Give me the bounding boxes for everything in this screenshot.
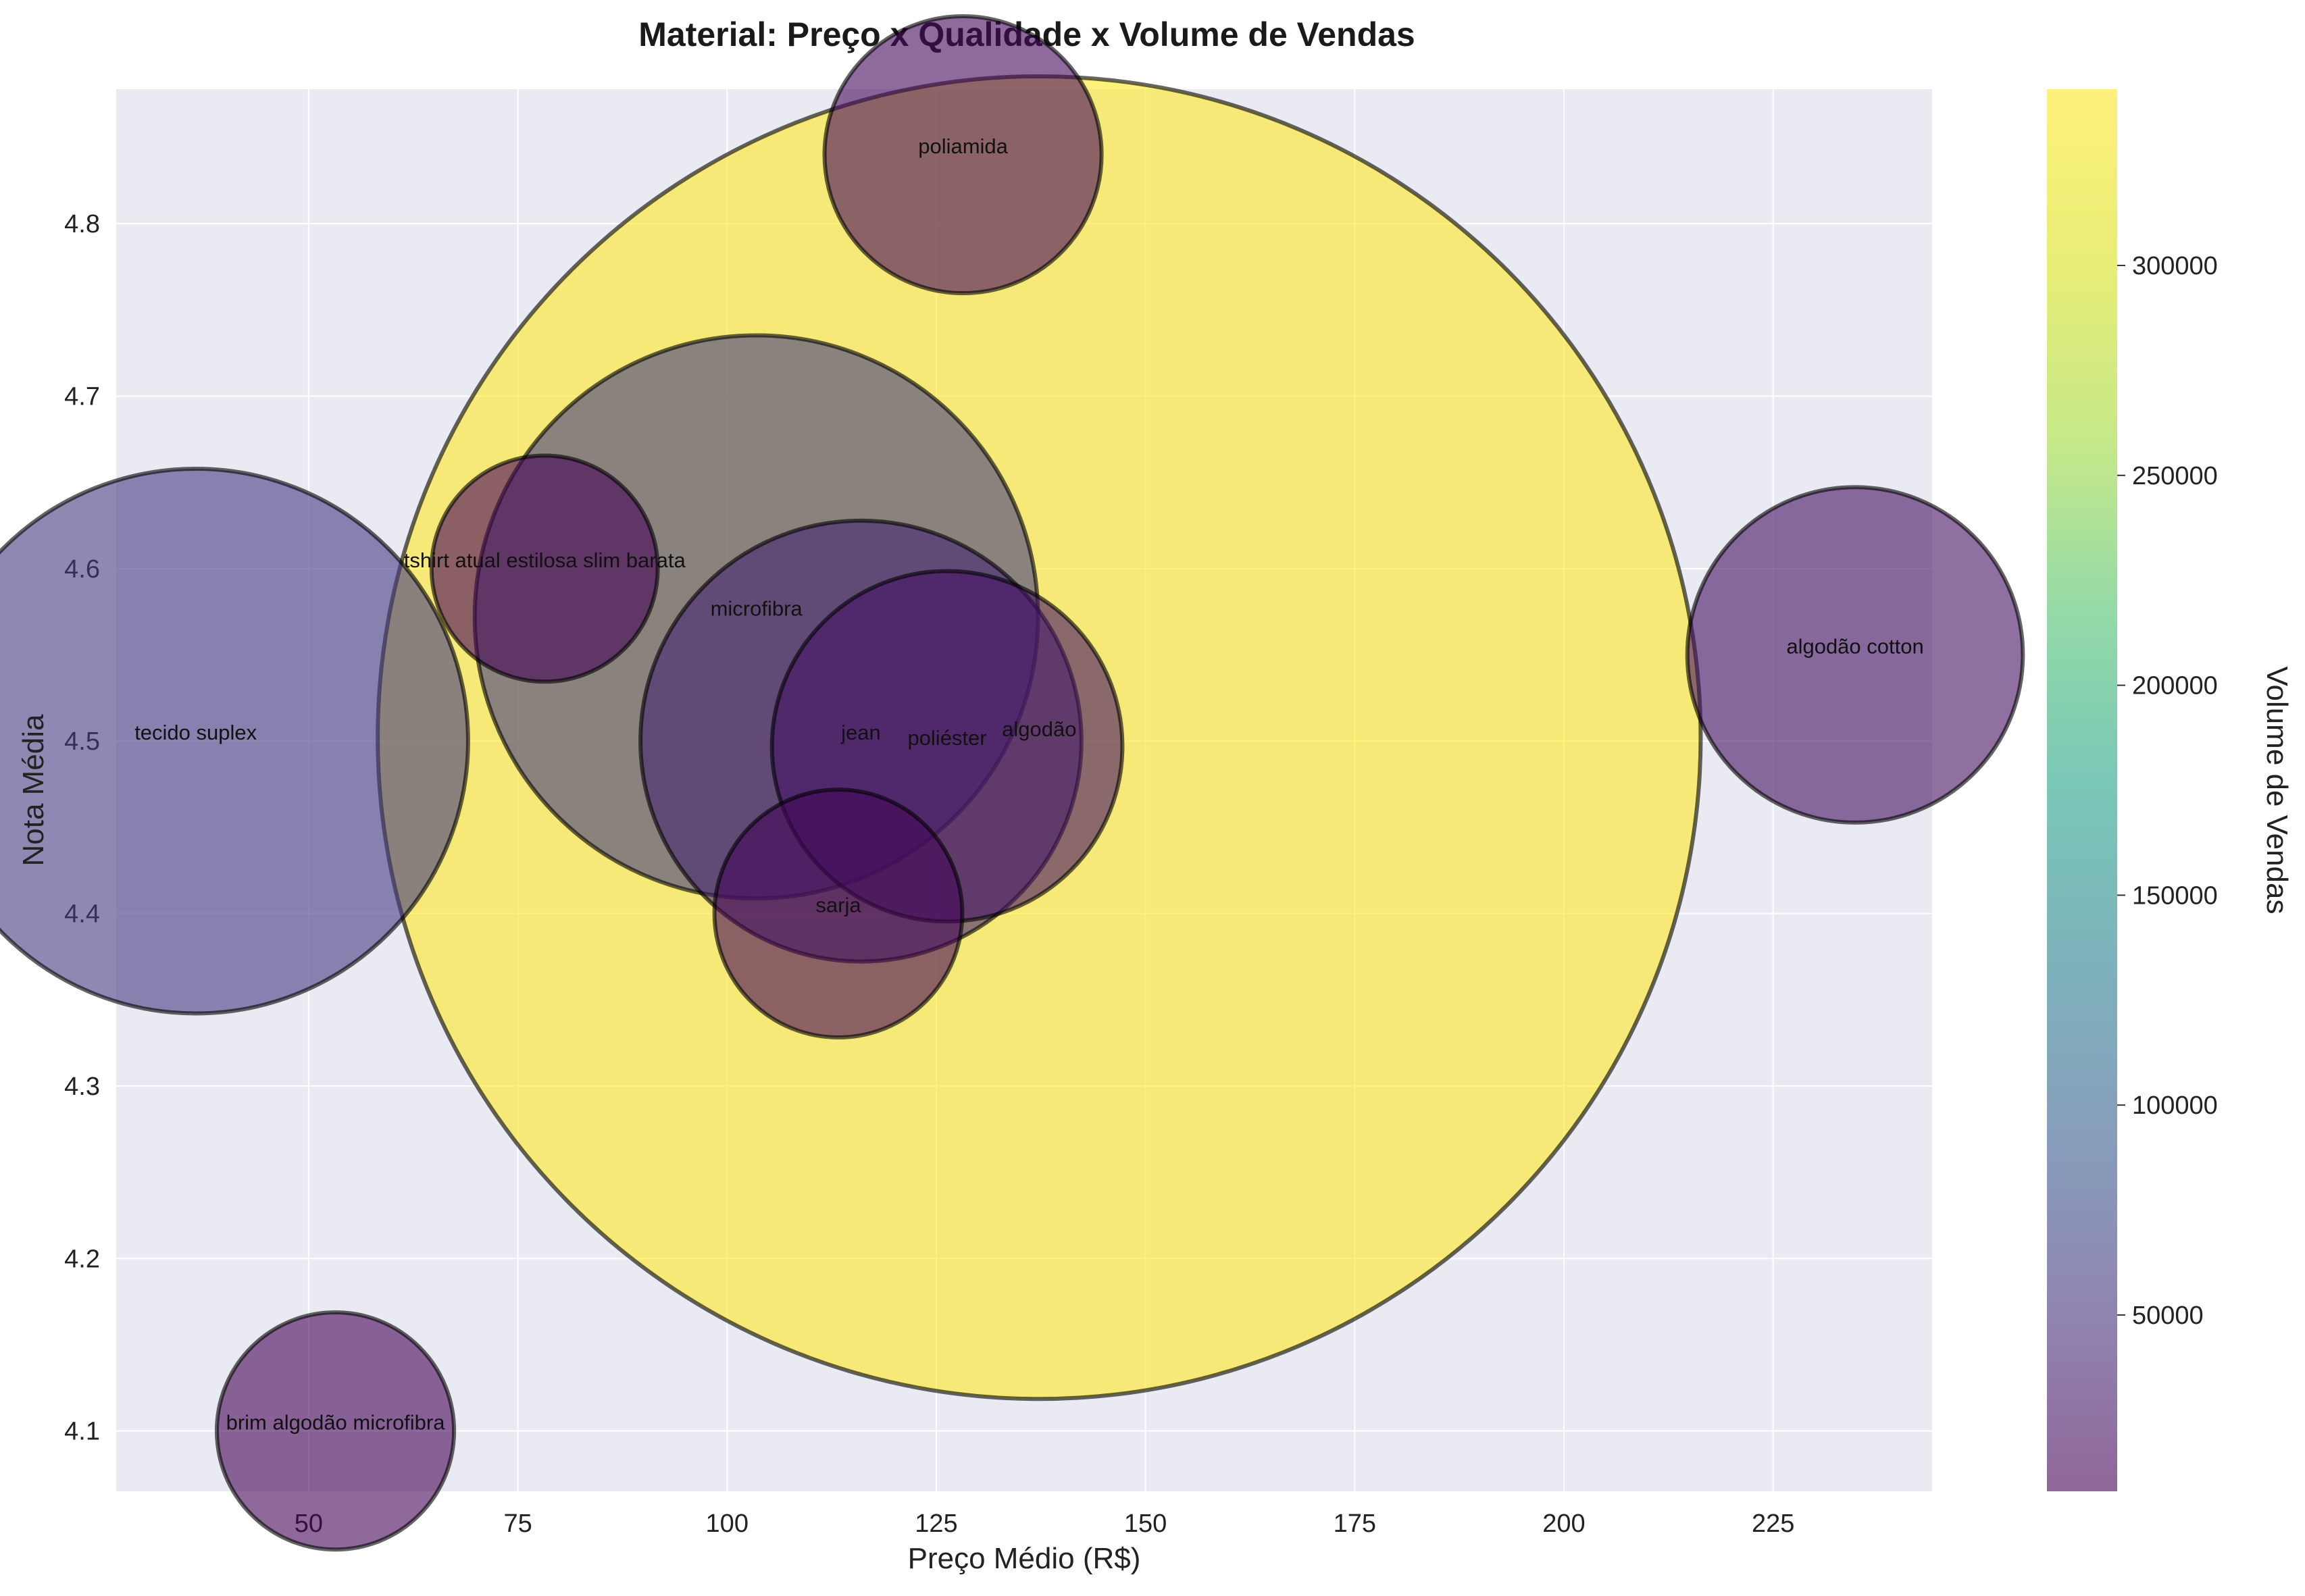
- colorbar-label: Volume de Vendas: [2260, 667, 2294, 915]
- colorbar-tick-label: 150000: [2132, 881, 2218, 910]
- y-tick-label: 4.1: [64, 1418, 100, 1446]
- y-tick-label: 4.2: [64, 1245, 100, 1273]
- bubble: [429, 453, 660, 684]
- point-label: microfibra: [711, 596, 803, 620]
- y-tick-label: 4.7: [64, 383, 100, 411]
- point-label: poliamida: [918, 134, 1008, 158]
- bubble: [1685, 485, 2025, 825]
- point-labels: poliamida tshirt atual estilosa slim bara…: [134, 134, 1924, 1435]
- colorbar-tick-label: 100000: [2132, 1091, 2218, 1120]
- x-tick-label: 150: [1124, 1510, 1167, 1538]
- colorbar-tick-label: 300000: [2132, 252, 2218, 280]
- x-tick-label: 100: [706, 1510, 749, 1538]
- point-label: poliéster: [907, 726, 986, 750]
- y-tick-label: 4.3: [64, 1073, 100, 1101]
- x-tick-label: 75: [503, 1510, 532, 1538]
- x-axis-label: Preço Médio (R$): [908, 1542, 1141, 1575]
- x-tick-label: 175: [1334, 1510, 1376, 1538]
- point-label: algodão: [1002, 717, 1076, 741]
- point-label: tecido suplex: [134, 721, 257, 744]
- colorbar: [2047, 89, 2117, 1491]
- bubble: [214, 1310, 457, 1552]
- data-points: [0, 14, 2025, 1552]
- x-tick-label: 200: [1542, 1510, 1585, 1538]
- point-label: algodão cotton: [1786, 635, 1923, 659]
- bubble: [712, 788, 965, 1039]
- bubble: [822, 14, 1104, 296]
- bubble: [0, 467, 470, 1016]
- y-axis-label: Nota Média: [17, 714, 50, 867]
- x-tick-label: 125: [915, 1510, 957, 1538]
- point-label: brim algodão microfibra: [226, 1411, 446, 1435]
- point-label: sarja: [815, 894, 861, 917]
- colorbar-tick-label: 200000: [2132, 672, 2218, 700]
- colorbar-tick-label: 50000: [2132, 1302, 2204, 1330]
- point-label: tshirt atual estilosa slim barata: [404, 548, 686, 572]
- colorbar-ticks: 50000 100000 150000 200000 250000 300000: [2117, 252, 2218, 1330]
- colorbar-tick-label: 250000: [2132, 462, 2218, 490]
- point-label: jean: [840, 721, 881, 744]
- y-tick-label: 4.8: [64, 210, 100, 238]
- x-tick-label: 225: [1752, 1510, 1794, 1538]
